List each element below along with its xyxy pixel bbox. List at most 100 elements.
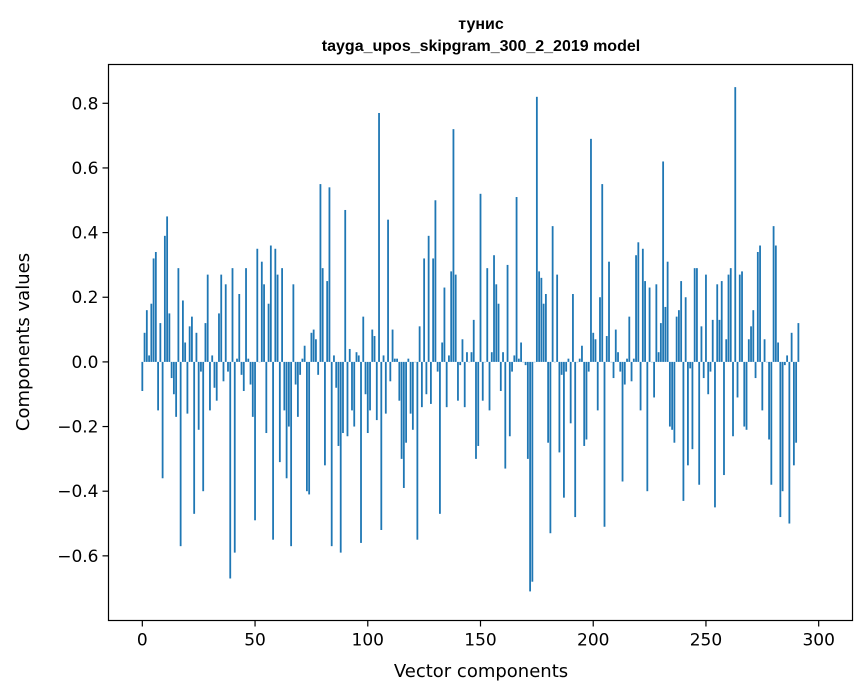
bar-18 [182,300,184,362]
bar-262 [732,361,734,437]
bar-72 [303,345,306,362]
bar-95 [355,352,358,362]
bar-7 [157,361,159,411]
bar-189 [567,358,570,362]
bar-264 [736,361,739,398]
bar-247 [698,361,701,485]
bar-147 [472,319,475,362]
bar-140 [457,361,459,401]
bar-134 [443,287,446,362]
bar-163 [508,361,511,437]
bar-191 [572,294,574,362]
bar-233 [666,261,669,362]
bar-102 [371,329,374,362]
bar-241 [684,297,687,362]
bar-127 [427,235,430,362]
bar-225 [648,287,651,362]
bar-116 [402,361,405,488]
bar-180 [547,361,550,443]
bar-200 [592,332,595,362]
bar-23 [193,361,196,514]
bar-122 [416,361,419,540]
bar-110 [389,361,392,382]
bar-42 [236,358,238,362]
bar-224 [646,361,649,492]
bar-73 [306,361,308,492]
bar-228 [655,284,658,362]
bar-79 [319,184,322,362]
bar-8 [159,323,162,362]
bar-45 [242,361,245,391]
bar-236 [673,361,676,443]
bar-96 [357,355,360,362]
bar-216 [628,316,631,362]
bar-237 [675,316,678,362]
bar-39 [229,361,232,579]
bar-38 [227,361,229,372]
bar-55 [265,361,268,434]
bar-14 [172,361,175,395]
bar-254 [714,361,716,508]
bar-3 [148,355,150,362]
x-tick-label: 50 [244,631,266,651]
bar-207 [608,261,610,362]
bar-124 [420,361,423,408]
bar-217 [630,361,633,382]
bar-201 [594,339,597,362]
bar-56 [267,303,270,362]
bar-199 [590,138,592,362]
bar-107 [382,355,385,362]
y-tick-label: −0.6 [57,547,98,567]
bar-170 [524,361,527,366]
bar-53 [260,261,263,362]
bar-78 [317,361,320,375]
x-tick-label: 250 [690,631,722,651]
bar-197 [585,361,588,440]
bar-113 [396,358,398,362]
bar-276 [763,339,766,362]
bar-165 [513,355,516,362]
bar-261 [729,268,732,362]
bar-192 [574,361,577,518]
bar-143 [463,361,466,408]
bar-279 [770,361,773,485]
bar-168 [520,342,522,362]
bar-190 [569,361,572,424]
bar-204 [601,184,604,362]
bar-278 [768,361,770,440]
bar-93 [351,361,353,411]
bar-243 [689,361,692,369]
bar-128 [430,361,432,404]
bar-210 [614,329,617,362]
bar-159 [499,361,502,391]
bar-257 [720,281,723,362]
bar-162 [506,264,509,362]
bar-136 [448,355,450,362]
bar-57 [269,245,272,362]
bar-212 [619,361,622,372]
bar-195 [581,345,583,362]
bar-137 [450,271,453,362]
bar-46 [245,268,247,362]
bar-126 [425,361,428,395]
bar-185 [558,361,561,453]
y-tick-label: 0.0 [71,353,98,373]
bar-30 [209,361,211,411]
bar-24 [195,332,198,362]
bar-205 [603,361,606,527]
bar-67 [292,284,295,362]
bar-283 [779,361,782,518]
chart-subtitle: tayga_upos_skipgram_300_2_2019 model [322,38,640,55]
bar-229 [657,352,660,362]
bar-104 [375,361,378,421]
bar-97 [360,361,362,543]
bar-69 [296,361,299,417]
x-tick-label: 300 [802,631,834,651]
x-tick-label: 150 [464,631,496,651]
bar-288 [790,332,793,362]
bar-219 [635,255,637,362]
bar-259 [725,339,728,362]
x-axis-ticks: 0 50 100 150 200 250 300 [137,620,835,651]
bar-194 [578,358,581,362]
